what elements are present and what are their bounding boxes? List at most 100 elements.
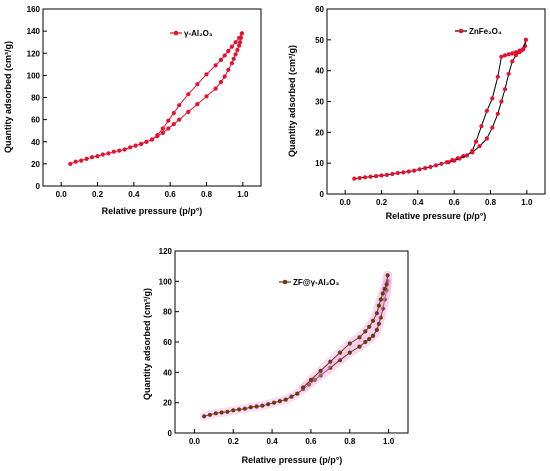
y-tick-label: 100 [159, 277, 173, 286]
adsorption-point [502, 87, 508, 92]
desorption-point [363, 329, 368, 334]
x-tick-label: 0.8 [344, 437, 356, 446]
desorption-point [495, 74, 500, 79]
desorption-point [318, 368, 323, 373]
adsorption-point [95, 154, 100, 159]
desorption-point [510, 51, 515, 56]
legend-marker-b [458, 28, 464, 34]
desorption-point [149, 137, 155, 142]
legend-b: ZnFe₂O₄ [455, 27, 502, 36]
y-axis-title-c: Quantity adsorbed (cm³/g) [142, 288, 152, 400]
y-tick-label: 20 [315, 128, 324, 137]
adsorption-point [231, 56, 236, 61]
adsorption-point [277, 399, 282, 404]
chart-panel-c: 0 20 40 60 80 100 120 0.0 0.2 0.4 0.6 0.8 1.0 ZF@γ-… [142, 247, 409, 465]
y-tick-label: 160 [27, 5, 41, 14]
adsorption-point [506, 71, 511, 76]
desorption-point [452, 158, 457, 163]
adsorption-point [510, 59, 515, 64]
adsorption-point [117, 148, 122, 153]
adsorption-point [368, 174, 373, 179]
y-tick-label: 60 [163, 338, 172, 347]
y-tick-label: 20 [163, 399, 172, 408]
desorption-point [357, 335, 362, 340]
desorption-point [337, 350, 343, 355]
adsorption-point [106, 151, 111, 156]
plot-frame-a [42, 8, 262, 187]
y-ticks-b: 0 10 20 30 40 50 60 [315, 5, 331, 199]
adsorption-point [357, 344, 362, 349]
adsorption-point [490, 125, 495, 130]
adsorption-point [271, 400, 277, 405]
x-tick-label: 0.0 [56, 190, 68, 199]
adsorption-point [433, 163, 439, 168]
desorption-point [521, 47, 526, 52]
desorption-point [171, 110, 176, 116]
adsorption-point [477, 144, 482, 149]
y-tick-label: 120 [27, 49, 41, 58]
adsorption-point [242, 406, 247, 411]
chart-panel-b: 0 10 20 30 40 50 60 0.0 0.2 0.4 0.6 0.8 1.0 ZnFe₂O₄… [287, 5, 546, 221]
x-ticks-c: 0.0 0.2 0.4 0.6 0.8 1.0 [189, 429, 395, 446]
plot-frame-c [174, 250, 409, 434]
y-tick-label: 30 [315, 98, 324, 107]
y-tick-label: 60 [315, 5, 324, 14]
desorption-point [301, 385, 306, 390]
adsorption-point [406, 169, 411, 174]
adsorption-point [84, 156, 89, 161]
adsorption-point [495, 111, 500, 116]
desorption-point [384, 282, 389, 287]
legend-marker-c [282, 279, 288, 285]
x-ticks-a: 0.0 0.2 0.4 0.6 0.8 1.0 [56, 182, 249, 199]
desorption-point [213, 63, 218, 68]
desorption-point [195, 82, 200, 87]
desorption-point [204, 72, 209, 77]
y-tick-label: 40 [315, 67, 324, 76]
x-tick-label: 0.6 [305, 437, 317, 446]
x-tick-label: 0.2 [228, 437, 240, 446]
adsorption-point [283, 397, 288, 402]
adsorption-point [73, 159, 78, 164]
adsorption-point [231, 408, 236, 413]
desorption-point [177, 103, 182, 108]
desorption-point [222, 53, 227, 58]
adsorption-point [68, 161, 73, 166]
y-tick-label: 140 [27, 27, 41, 36]
x-axis-title-c: Relative pressure (p/p°) [242, 455, 343, 465]
desorption-point [308, 377, 313, 382]
x-axis-title-b: Relative pressure (p/p°) [386, 211, 487, 221]
adsorption-point [195, 102, 200, 107]
x-tick-label: 0.0 [189, 437, 201, 446]
adsorption-point [225, 409, 230, 414]
legend-label-a: γ-Al₂O₃ [184, 29, 213, 38]
desorption-point [144, 139, 149, 144]
series-a [68, 31, 244, 166]
adsorption-point [423, 166, 428, 171]
x-ticks-b: 0.0 0.2 0.4 0.6 0.8 1.0 [340, 190, 533, 207]
adsorption-point [412, 168, 417, 173]
y-tick-label: 80 [31, 94, 40, 103]
y-tick-label: 100 [27, 71, 41, 80]
y-axis-title-b: Quantity adsorbed (cm³/g) [287, 45, 297, 157]
adsorption-point [374, 174, 379, 179]
adsorption-point [204, 94, 209, 99]
adsorption-point [417, 167, 422, 172]
adsorption-point [160, 130, 165, 135]
adsorption-point [218, 79, 224, 85]
y-tick-label: 80 [163, 308, 172, 317]
x-tick-label: 0.2 [92, 190, 104, 199]
adsorption-point [186, 109, 191, 114]
x-tick-label: 0.6 [165, 190, 177, 199]
adsorption-point [254, 404, 259, 409]
legend-marker-a [173, 30, 179, 36]
adsorption-point [374, 327, 379, 332]
desorption-point [523, 37, 529, 42]
adsorption-point [513, 53, 519, 58]
x-axis-title-a: Relative pressure (p/p°) [102, 206, 203, 216]
adsorption-point [401, 170, 406, 175]
desorption-point [479, 124, 484, 129]
desorption-point [513, 50, 519, 55]
desorption-point [218, 57, 224, 63]
desorption-point [155, 133, 160, 138]
adsorption-point [295, 391, 300, 396]
